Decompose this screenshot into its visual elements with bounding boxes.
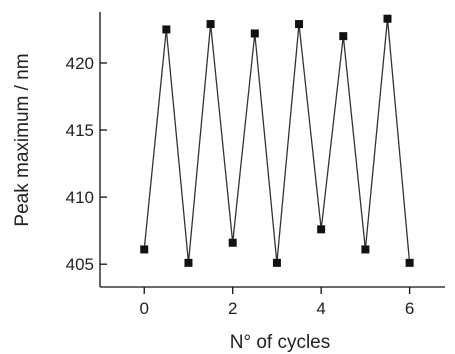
data-point	[140, 245, 149, 254]
data-point	[228, 238, 237, 247]
series-line	[143, 18, 411, 263]
data-point	[184, 258, 193, 267]
data-point	[317, 225, 326, 234]
data-point	[383, 14, 392, 23]
x-tick-label: 4	[316, 299, 325, 318]
data-point	[361, 245, 370, 254]
x-tick-label: 2	[228, 299, 237, 318]
y-tick-label: 415	[66, 121, 94, 140]
data-point	[162, 25, 171, 34]
y-tick-label: 410	[66, 188, 94, 207]
x-tick-label: 0	[139, 299, 148, 318]
plot-area	[140, 14, 414, 267]
x-axis-title: N° of cycles	[230, 332, 331, 353]
y-axis-title: Peak maximum / nm	[12, 53, 33, 226]
data-point	[250, 29, 259, 38]
x-axis: 0 2 4 6	[100, 286, 445, 318]
y-axis: 405 410 415 420	[66, 12, 107, 287]
data-point	[272, 258, 281, 267]
data-point	[206, 20, 215, 29]
y-tick-label: 420	[66, 54, 94, 73]
x-tick-label: 6	[405, 299, 414, 318]
data-point	[405, 258, 414, 267]
y-tick-label: 405	[66, 255, 94, 274]
data-point	[295, 20, 304, 29]
data-point	[339, 32, 348, 41]
